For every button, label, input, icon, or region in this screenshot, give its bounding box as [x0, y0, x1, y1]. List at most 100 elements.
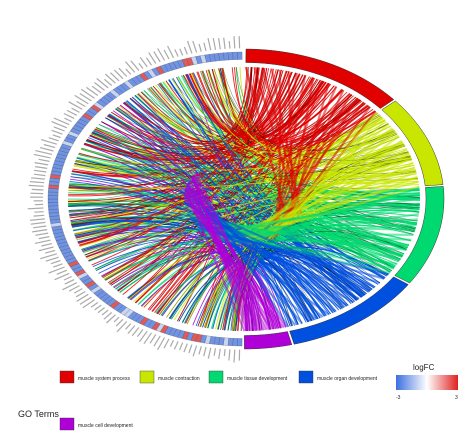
term-arc-muscle-contraction [381, 100, 444, 187]
gene-label [79, 296, 92, 305]
gene-label [45, 249, 56, 254]
gene-label [33, 214, 45, 217]
gene-label [73, 288, 83, 294]
gene-label [103, 312, 113, 320]
gene-label [80, 88, 95, 99]
gene-label [29, 181, 45, 184]
gene-label [27, 207, 44, 210]
gene-label [127, 325, 136, 334]
gene-label [143, 332, 152, 345]
chord-ribbon-outline [75, 77, 313, 168]
gene-label [101, 309, 109, 316]
gene-label [34, 169, 47, 173]
chord-ribbon [197, 71, 301, 137]
term-fan-muscle-cell-development [192, 174, 248, 332]
gene-label [157, 337, 166, 350]
gene-label [38, 246, 54, 252]
gene-label [34, 173, 46, 177]
gene-label [34, 211, 44, 213]
chord-ribbon [85, 77, 314, 258]
gene-label [138, 62, 144, 69]
gene-label [31, 188, 44, 191]
gene-label [157, 48, 166, 61]
legend-label-muscle-contraction: muscle contraction [158, 376, 200, 382]
gene-label [76, 293, 89, 302]
gene-label [125, 68, 132, 75]
gene-label [85, 86, 99, 96]
gene-cell [47, 198, 59, 203]
gene-label [68, 101, 83, 110]
chord-ribbon [122, 102, 287, 328]
gene-label [173, 341, 179, 350]
gene-label [33, 153, 51, 159]
chord-ribbon [150, 86, 385, 280]
gene-label [54, 272, 70, 281]
gene-label [192, 345, 198, 357]
gene-label [115, 318, 124, 327]
gene-label [64, 117, 72, 123]
logfc-min-label: -3 [396, 395, 401, 401]
gene-cell [237, 51, 243, 60]
gene-cell [48, 205, 59, 210]
gene-label [104, 78, 113, 86]
gene-label [218, 38, 221, 50]
chord-ribbon [188, 69, 279, 136]
chord-ribbon [78, 67, 266, 245]
chord-ribbon [111, 67, 252, 148]
gene-label [51, 121, 68, 129]
gene-label [34, 239, 51, 244]
gene-label [233, 349, 236, 363]
gene-label [163, 49, 170, 60]
gene-label [179, 48, 184, 56]
legend-label-muscle-cell-development: muscle cell development [78, 423, 133, 429]
chord-ribbon [105, 70, 288, 281]
gene-label [32, 229, 48, 233]
gene-label [174, 49, 179, 57]
gene-label [139, 56, 148, 68]
gene-label [192, 40, 198, 53]
chord-ribbon-outline [68, 203, 355, 302]
gene-label [233, 36, 236, 49]
gene-label [169, 339, 175, 347]
gene-label [48, 266, 65, 274]
chord-ribbon [135, 93, 351, 304]
gene-label [153, 51, 161, 63]
gene-label [153, 335, 161, 347]
legend-swatch-muscle-tissue-development [208, 370, 224, 384]
chord-ribbon [76, 156, 410, 246]
gene-label [97, 307, 105, 314]
gene-label [76, 100, 86, 108]
chord-ribbon [201, 70, 363, 144]
term-fan-muscle-cell-development [194, 171, 270, 331]
gene-label [74, 94, 89, 105]
gene-label [188, 344, 193, 354]
gene-label [94, 304, 102, 311]
gene-label [35, 150, 53, 155]
gene-label [40, 139, 57, 145]
gene-labels [27, 36, 241, 363]
gene-label [212, 37, 217, 50]
gene-label [186, 40, 193, 54]
gene-label [28, 184, 44, 187]
gene-label [113, 69, 124, 80]
gene-label [118, 67, 128, 77]
gene-label [52, 134, 61, 139]
chord-ribbon [95, 78, 318, 155]
legend-label-muscle-system-process: muscle system process [78, 376, 130, 382]
gene-label [130, 60, 140, 71]
term-fan-muscle-cell-development [193, 173, 258, 332]
gene-label [183, 343, 188, 353]
chord-ribbon [158, 72, 296, 139]
legend-label-muscle-tissue-development: muscle tissue development [227, 376, 288, 382]
gene-label [38, 158, 50, 162]
gene-label [53, 126, 65, 132]
gene-label [45, 256, 59, 262]
gene-cell [47, 202, 59, 207]
gene-label [48, 137, 59, 142]
gene-logfc-ring [47, 51, 243, 347]
gene-cell [237, 338, 243, 347]
gene-label [139, 330, 148, 343]
chord-ribbons [67, 66, 421, 332]
gene-label [116, 321, 128, 333]
